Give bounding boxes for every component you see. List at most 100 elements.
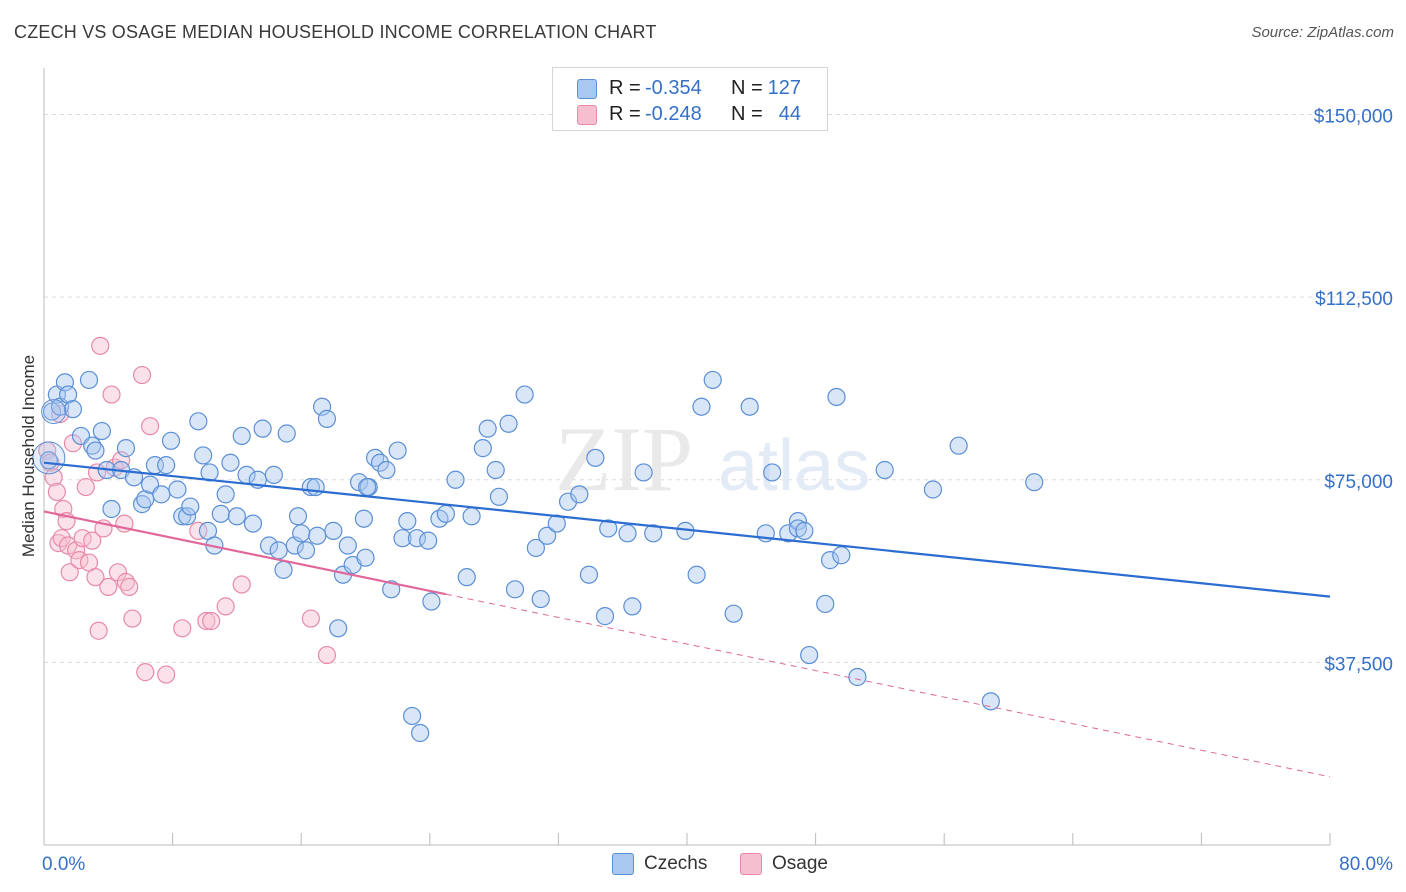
czech-point: [579, 565, 599, 584]
n-value: 127: [767, 77, 801, 99]
czech-point: [292, 524, 311, 543]
y-tick-label: $37,500: [1324, 654, 1393, 675]
osage-point: [99, 577, 118, 596]
osage-point: [120, 577, 139, 596]
czech-point: [308, 526, 327, 545]
watermark-zip: ZIP: [555, 408, 693, 510]
osage-point: [86, 568, 105, 587]
czech-point: [83, 436, 102, 455]
x-tick-label-max: 80.0%: [1339, 854, 1393, 875]
osage-point: [301, 609, 320, 628]
legend-row-czechs: R = -0.354 N = 127: [553, 76, 827, 102]
r-value: -0.248: [645, 103, 702, 125]
czech-point: [816, 594, 835, 614]
czech-point: [388, 441, 407, 460]
czech-point: [687, 565, 706, 584]
czech-point: [473, 439, 492, 458]
czech-point: [586, 448, 605, 467]
czech-point: [848, 667, 867, 687]
czech-point: [86, 441, 105, 460]
osage-point: [60, 563, 79, 582]
czech-point: [740, 397, 759, 416]
czech-point: [181, 497, 200, 516]
czech-point: [1025, 473, 1044, 492]
osage-point: [132, 365, 152, 385]
czech-point: [692, 397, 711, 416]
czech-point: [116, 439, 136, 458]
osage-point: [83, 531, 102, 550]
osage-point: [116, 572, 136, 592]
czech-point: [157, 456, 176, 475]
czech-point: [531, 589, 550, 609]
czech-point: [132, 495, 152, 514]
r-label: R =: [609, 103, 641, 125]
osage-point: [102, 385, 121, 404]
osage-point: [44, 468, 63, 487]
czech-point: [949, 436, 968, 455]
czech-point: [419, 531, 438, 550]
czech-point: [422, 592, 441, 611]
osage-point: [52, 529, 71, 548]
czech-point: [526, 538, 545, 558]
czech-point: [595, 607, 615, 626]
czech-point: [623, 597, 642, 616]
czech-point: [227, 507, 246, 526]
czech-point: [462, 507, 481, 526]
czech-point: [356, 548, 375, 567]
czech-point: [515, 385, 534, 404]
czech-point: [63, 400, 83, 419]
osage-point: [202, 611, 221, 631]
stats-legend: R = -0.354 N = 127 R = -0.248 N = 44: [552, 67, 828, 131]
czech-point: [486, 460, 505, 480]
czech-point: [875, 460, 894, 480]
osage-trend-extension: [445, 593, 1331, 778]
osage-point: [91, 336, 110, 355]
trend-lines: [43, 461, 1331, 778]
czech-point-large: [32, 441, 66, 475]
czech-point: [820, 551, 840, 570]
czech-point: [644, 524, 663, 543]
czech-point: [277, 424, 296, 443]
czech-point: [382, 580, 401, 599]
czech-point: [296, 541, 316, 560]
czech-point: [370, 453, 390, 472]
osage-point: [47, 482, 66, 502]
czech-point: [923, 480, 943, 499]
czech-point: [79, 370, 99, 390]
czech-point: [232, 426, 251, 446]
osage-point: [216, 597, 235, 616]
czech-point: [599, 519, 618, 538]
y-tick-label: $112,500: [1315, 289, 1393, 310]
czech-point: [634, 463, 653, 482]
czech-point: [92, 421, 111, 441]
czech-point: [259, 536, 279, 555]
y-tick-labels: $37,500 $75,000 $112,500 $150,000: [1314, 107, 1393, 676]
czech-point: [264, 465, 283, 484]
czech-point: [499, 414, 518, 433]
czech-point: [538, 526, 557, 545]
source-credit: Source: ZipAtlas.com: [1251, 24, 1394, 41]
legend-label-osage: Osage: [772, 853, 828, 874]
czech-point: [795, 521, 814, 540]
osage-trend-line: [43, 510, 447, 596]
osage-point: [123, 609, 142, 628]
czech-point: [570, 485, 589, 504]
czech-point: [981, 692, 1000, 711]
czech-point: [161, 431, 181, 450]
legend-row-osage: R = -0.248 N = 44: [553, 102, 827, 128]
czech-point: [763, 463, 782, 482]
czech-point: [102, 499, 121, 519]
y-tick-label: $150,000: [1314, 107, 1393, 128]
czech-point: [827, 387, 846, 407]
czech-point: [724, 604, 743, 623]
czech-point: [194, 446, 213, 465]
r-value: -0.354: [645, 77, 702, 99]
czech-point: [407, 529, 427, 548]
y-axis-label: Median Household Income: [19, 355, 38, 557]
czech-point: [221, 453, 240, 472]
czech-point: [306, 477, 325, 497]
grid-lines: [44, 114, 1392, 663]
czech-point: [152, 485, 171, 504]
czech-point: [558, 492, 578, 511]
